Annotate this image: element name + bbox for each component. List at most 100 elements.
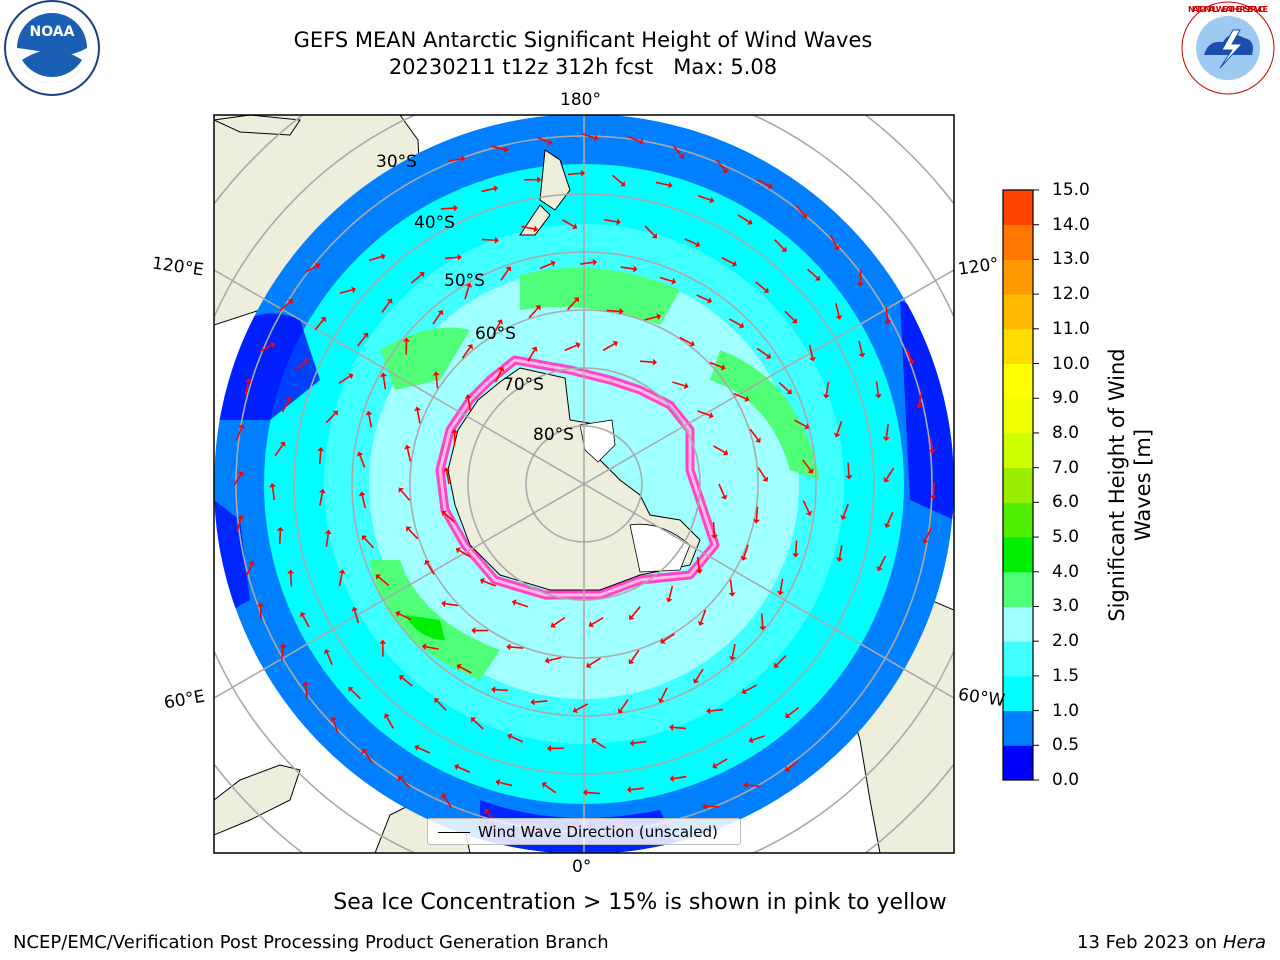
wave-direction-arrow	[673, 775, 687, 780]
wave-direction-arrowhead	[318, 488, 326, 494]
wave-direction-arrow	[932, 482, 935, 496]
wave-direction-arrowhead	[801, 212, 808, 219]
wave-direction-arrowhead	[915, 404, 923, 409]
wave-direction-arrowhead	[586, 662, 592, 669]
wave-direction-arrowhead	[362, 332, 369, 339]
wave-direction-arrow	[829, 235, 838, 248]
wave-direction-arrowhead	[279, 643, 287, 648]
wave-direction-arrow	[825, 381, 830, 395]
lat-label-30s: 30°S	[376, 152, 417, 172]
wave-direction-arrowhead	[669, 775, 675, 783]
wave-direction-arrowhead	[660, 637, 666, 644]
wave-direction-arrowhead	[712, 762, 718, 769]
wave-direction-arrowhead	[441, 510, 447, 517]
wave-direction-arrow	[620, 266, 634, 270]
wave-direction-arrowhead	[464, 394, 472, 399]
wave-direction-arrowhead	[786, 388, 792, 394]
wave-direction-arrow	[259, 344, 272, 353]
wave-direction-arrowhead	[467, 344, 473, 350]
wave-direction-arrow	[566, 299, 577, 311]
colorbar	[1003, 189, 1039, 781]
wave-direction-arrow	[510, 735, 524, 743]
footer-machine: Hera	[1222, 932, 1266, 953]
wave-direction-arrow	[495, 688, 509, 692]
sw-corner-land	[214, 115, 301, 136]
wave-direction-arrow	[836, 421, 843, 434]
wave-direction-arrowhead	[237, 471, 244, 477]
lat-label-80s: 80°S	[533, 425, 574, 445]
wave-direction-arrowhead	[616, 218, 621, 226]
noaa-logo-text: NOAA	[30, 24, 75, 40]
wave-direction-arrowhead	[619, 307, 624, 315]
colorbar-tick-label: 0.5	[1052, 735, 1080, 756]
wave-direction-arrowhead	[805, 510, 813, 516]
wave-direction-arrowhead	[550, 622, 556, 628]
wave-direction-arrow	[885, 424, 889, 438]
wave-direction-arrowhead	[299, 612, 306, 618]
new-zealand-land	[519, 149, 571, 236]
lat-label-50s: 50°S	[444, 271, 485, 291]
wave-direction-arrowhead	[744, 395, 750, 403]
wave-direction-arrowhead	[479, 577, 485, 585]
wave-direction-arrow	[494, 369, 503, 383]
wave-direction-arrow	[481, 187, 495, 193]
wave-direction-arrowhead	[279, 441, 286, 447]
africa-land	[214, 764, 301, 836]
wave-direction-arrow	[515, 601, 529, 608]
wave-direction-arrow	[749, 428, 759, 441]
wave-direction-arrow	[858, 340, 863, 354]
wave-direction-arrow	[715, 159, 726, 171]
wave-direction-arrow	[886, 512, 894, 525]
wave-direction-arrow	[325, 412, 336, 424]
wave-direction-arrowhead	[324, 529, 332, 535]
wave-direction-arrowhead	[689, 340, 695, 347]
wave-direction-arrowhead	[402, 337, 410, 342]
colorbar-tick-label: 14.0	[1052, 214, 1090, 235]
wave-direction-arrow	[594, 740, 606, 749]
wind-wave-arrows	[233, 133, 937, 835]
wave-direction-arrowhead	[572, 223, 578, 230]
wave-direction-arrow	[710, 708, 724, 712]
wave-direction-arrowhead	[269, 483, 276, 488]
wave-direction-arrowhead	[743, 781, 748, 789]
wave-direction-arrow	[448, 158, 462, 163]
wave-direction-arrowhead	[493, 185, 499, 192]
wave-direction-arrow	[304, 685, 309, 699]
colorbar-segment	[1003, 710, 1033, 746]
wave-direction-arrow	[400, 490, 411, 502]
colorbar-tick-label: 12.0	[1052, 284, 1090, 305]
wave-direction-arrow	[499, 781, 513, 787]
wave-direction-arrowhead	[709, 196, 715, 204]
colorbar-segment	[1003, 606, 1033, 642]
wave-direction-arrowhead	[882, 436, 890, 442]
wave-direction-arrowhead	[858, 352, 866, 358]
wave-direction-arrowhead	[776, 590, 784, 596]
wave-direction-arrow	[279, 301, 291, 311]
wave-direction-arrow	[620, 699, 629, 711]
wave-direction-arrow	[728, 318, 742, 327]
wave-direction-arrowhead	[629, 739, 635, 747]
wave-direction-arrowhead	[276, 526, 284, 531]
wave-direction-arrowhead	[573, 297, 579, 303]
wave-direction-arrow	[491, 145, 505, 151]
wave-direction-arrow	[802, 500, 810, 513]
colorbar-tick-label: 13.0	[1052, 249, 1090, 270]
wave-direction-arrowhead	[256, 602, 264, 607]
wave-direction-arrow	[695, 668, 704, 681]
wave-direction-arrow	[361, 495, 367, 509]
wave-direction-arrowhead	[269, 342, 275, 349]
wave-direction-arrowhead	[883, 477, 890, 483]
wave-direction-arrowhead	[729, 656, 736, 661]
wave-direction-arrow	[236, 518, 242, 532]
wave-direction-arrow	[483, 580, 496, 587]
colorbar-segment	[1003, 641, 1033, 677]
wave-direction-arrow	[630, 649, 640, 662]
wave-direction-arrow	[721, 256, 734, 265]
wave-direction-arrowhead	[494, 236, 499, 244]
wave-direction-arrowhead	[710, 534, 718, 539]
colorbar-segment	[1003, 328, 1033, 365]
wave-direction-arrowhead	[380, 253, 386, 261]
wave-direction-arrow	[325, 533, 329, 547]
wave-direction-arrow	[444, 256, 458, 260]
wave-direction-arrow	[473, 719, 484, 730]
